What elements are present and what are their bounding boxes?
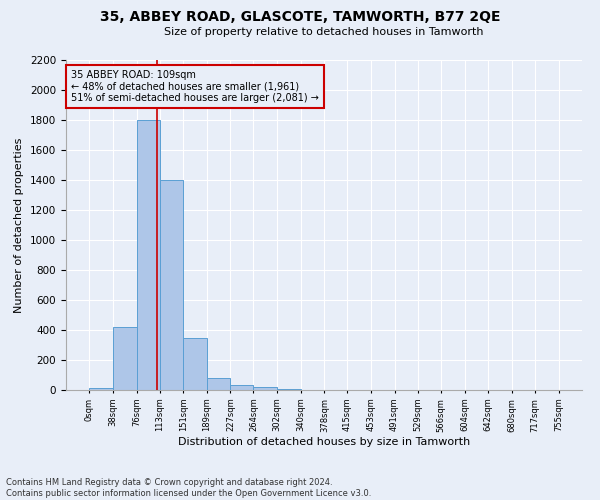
Text: 35, ABBEY ROAD, GLASCOTE, TAMWORTH, B77 2QE: 35, ABBEY ROAD, GLASCOTE, TAMWORTH, B77 … xyxy=(100,10,500,24)
Bar xyxy=(207,378,230,390)
Bar xyxy=(137,120,160,390)
Bar xyxy=(230,385,253,390)
Bar xyxy=(183,338,207,390)
Bar xyxy=(113,327,137,390)
Title: Size of property relative to detached houses in Tamworth: Size of property relative to detached ho… xyxy=(164,27,484,37)
Bar xyxy=(160,180,183,390)
Text: Contains HM Land Registry data © Crown copyright and database right 2024.
Contai: Contains HM Land Registry data © Crown c… xyxy=(6,478,371,498)
Bar xyxy=(253,387,277,390)
Text: 35 ABBEY ROAD: 109sqm
← 48% of detached houses are smaller (1,961)
51% of semi-d: 35 ABBEY ROAD: 109sqm ← 48% of detached … xyxy=(71,70,319,103)
Bar xyxy=(277,389,301,390)
Bar xyxy=(89,388,113,390)
Y-axis label: Number of detached properties: Number of detached properties xyxy=(14,138,25,312)
X-axis label: Distribution of detached houses by size in Tamworth: Distribution of detached houses by size … xyxy=(178,437,470,447)
